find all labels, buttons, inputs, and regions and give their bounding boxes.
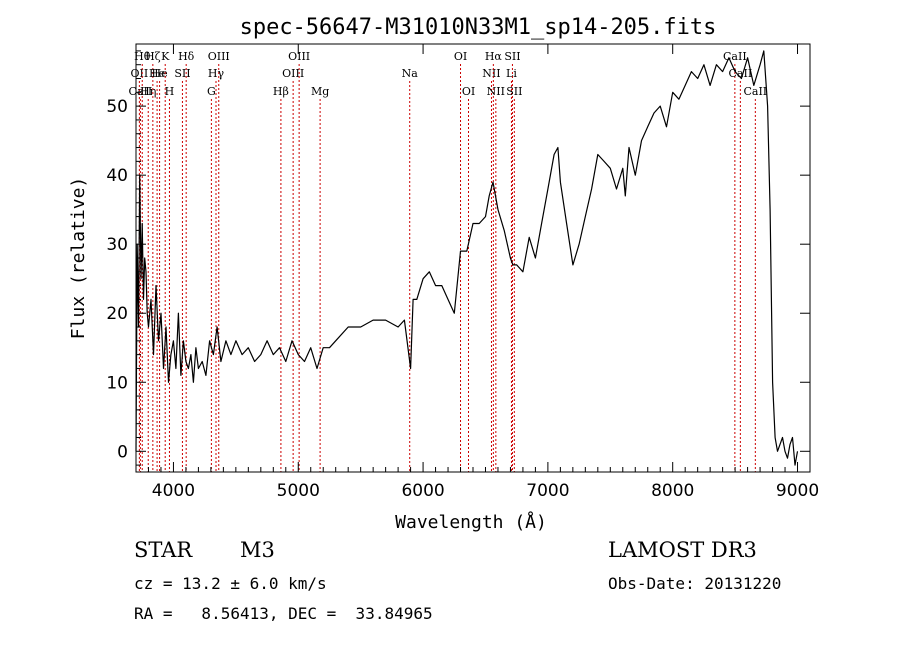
marker-label-4: Hζ (145, 50, 161, 63)
marker-label-25: SII (504, 50, 520, 63)
marker-label-23: NII (487, 85, 505, 98)
marker-label-20: OI (462, 85, 475, 98)
marker-label-29: CaII (743, 85, 767, 98)
marker-label-7: K (161, 50, 170, 63)
x-axis-label: Wavelength (Å) (395, 511, 547, 533)
survey-name: LAMOST DR3 (608, 538, 757, 562)
marker-label-12: Hγ (208, 67, 225, 80)
plot-frame (135, 43, 811, 473)
marker-label-21: NII (482, 67, 500, 80)
marker-label-24: Li (506, 67, 517, 80)
x-tick-label-3: 7000 (526, 481, 569, 501)
marker-label-6: He (152, 67, 168, 80)
marker-label-11: G (207, 85, 216, 98)
marker-label-19: OI (454, 50, 467, 63)
y-tick-label-4: 40 (106, 166, 128, 186)
y-axis-label: Flux (relative) (68, 177, 89, 340)
subclass: M3 (240, 538, 275, 562)
marker-label-16: OIII (288, 50, 310, 63)
y-tick-label-0: 0 (117, 442, 128, 462)
marker-label-27: CaII (723, 50, 747, 63)
observation-date: Obs-Date: 20131220 (608, 574, 782, 593)
marker-label-2: Hθ (134, 50, 151, 63)
marker-label-15: OIII (282, 67, 304, 80)
y-tick-label-5: 50 (106, 97, 128, 117)
marker-label-13: OIII (208, 50, 230, 63)
marker-label-9: SII (174, 67, 190, 80)
marker-label-18: Na (402, 67, 419, 80)
marker-label-17: Mg (311, 85, 329, 98)
marker-label-0: OII (131, 67, 149, 80)
spectrum-series (135, 50, 799, 466)
marker-label-10: Hδ (178, 50, 195, 63)
x-tick-label-2: 6000 (401, 481, 444, 501)
ra-dec: RA = 8.56413, DEC = 33.84965 (134, 604, 433, 623)
x-tick-label-5: 9000 (776, 481, 819, 501)
spectrum-line (135, 50, 799, 466)
x-tick-label-1: 5000 (277, 481, 320, 501)
y-tick-label-3: 30 (106, 235, 128, 255)
marker-label-5: He (149, 67, 165, 80)
marker-label-8: H (165, 85, 175, 98)
x-tick-label-0: 4000 (152, 481, 195, 501)
marker-label-1: CaII (129, 85, 153, 98)
x-tick-label-4: 8000 (651, 481, 694, 501)
marker-label-3: Hη (140, 85, 156, 98)
object-type: STAR (134, 538, 193, 562)
y-tick-label-2: 20 (106, 304, 128, 324)
marker-label-22: Hα (485, 50, 503, 63)
y-tick-label-1: 10 (106, 373, 128, 393)
axes: 4000 5000 6000 7000 8000 9000 0 10 20 30 40 50 (106, 44, 819, 501)
redshift-cz: cz = 13.2 ± 6.0 km/s (134, 574, 327, 593)
spectral-line-markers: OIICaIIHθHηHζHeHeKHSIIHδGHγOIIIHβOIIIOII… (129, 50, 767, 472)
marker-label-26: SII (506, 85, 522, 98)
marker-label-14: Hβ (273, 85, 289, 98)
chart-title: spec-56647-M31010N33M1_sp14-205.fits (240, 15, 717, 40)
